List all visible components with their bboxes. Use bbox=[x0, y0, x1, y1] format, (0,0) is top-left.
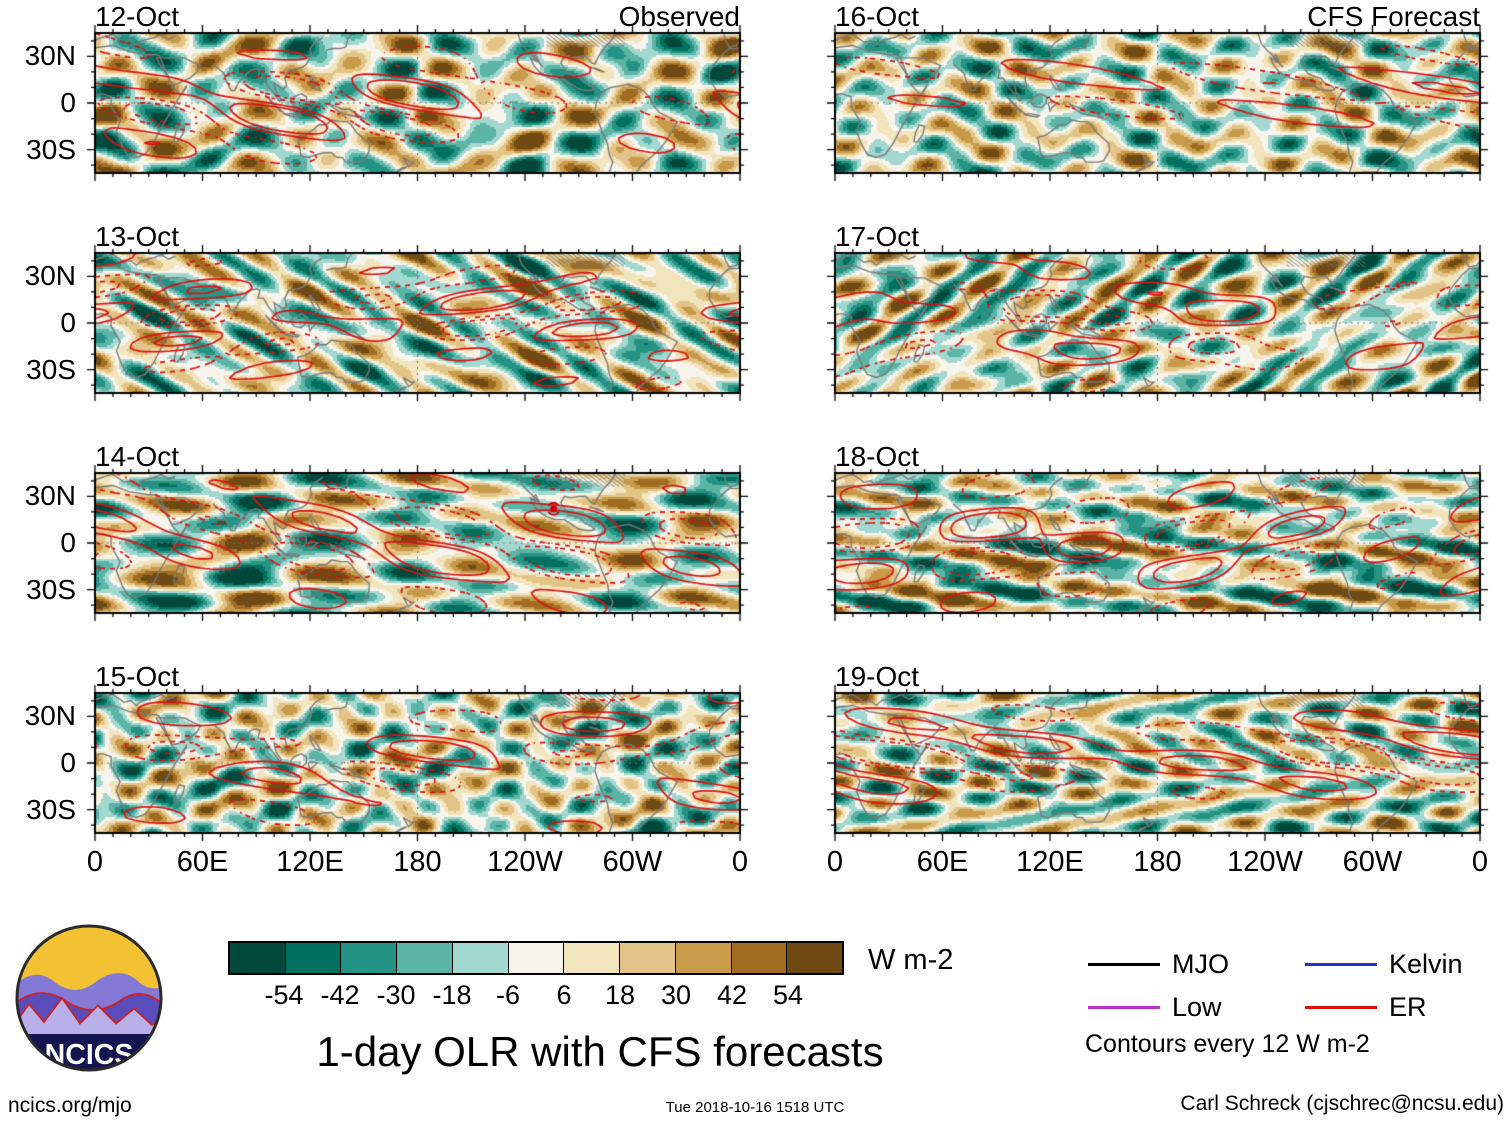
x-axis-labels: 0 60E 120E 180 120W 60W 0 bbox=[827, 846, 1488, 880]
colorbar-tick-label: 42 bbox=[716, 980, 748, 1010]
legend-line-low bbox=[1088, 1006, 1160, 1009]
colorbar-tick-label: 54 bbox=[772, 980, 804, 1010]
colorbar-unit: W m-2 bbox=[868, 944, 954, 976]
colorbar-tick-label: 6 bbox=[556, 980, 572, 1010]
map-canvas bbox=[85, 463, 750, 623]
y-tick-label: 0 bbox=[60, 307, 76, 338]
y-tick-label: 0 bbox=[60, 527, 76, 558]
x-tick-label: 0 bbox=[731, 846, 749, 878]
y-tick-label: 30S bbox=[26, 354, 76, 385]
map-panel-16oct: 16-Oct CFS Forecast bbox=[825, 1, 1490, 183]
colorbar-segment bbox=[731, 943, 788, 973]
map-canvas bbox=[825, 463, 1490, 623]
colorbar-tick-label: 18 bbox=[604, 980, 636, 1010]
colorbar-segment bbox=[675, 943, 732, 973]
y-tick-label: 30N bbox=[24, 700, 76, 731]
colorbar-segment bbox=[787, 943, 843, 973]
legend-label-mjo: MJO bbox=[1172, 949, 1229, 979]
x-tick-label: 0 bbox=[826, 846, 844, 878]
y-tick-label: 0 bbox=[60, 87, 76, 118]
map-panel-14oct: 14-Oct bbox=[85, 441, 750, 623]
map-panel-18oct: 18-Oct bbox=[825, 441, 1490, 623]
colorbar-segment bbox=[452, 943, 509, 973]
legend-label-kelvin: Kelvin bbox=[1389, 949, 1463, 979]
x-tick-label: 60E bbox=[176, 846, 229, 878]
colorbar-tick-label: -18 bbox=[432, 980, 472, 1010]
colorbar-segment bbox=[564, 943, 621, 973]
x-tick-label: 120W bbox=[1227, 846, 1303, 878]
x-tick-label: 120E bbox=[1016, 846, 1084, 878]
colorbar-tick-label: -30 bbox=[376, 980, 416, 1010]
map-canvas bbox=[85, 683, 750, 843]
y-axis-labels: 30N 0 30S bbox=[0, 253, 84, 393]
legend-label-er: ER bbox=[1389, 992, 1427, 1022]
legend-label-low: Low bbox=[1172, 992, 1222, 1022]
x-tick-label: 180 bbox=[1133, 846, 1182, 878]
author-credit: Carl Schreck (cjschrec@ncsu.edu) bbox=[1180, 1092, 1504, 1115]
figure-title: 1-day OLR with CFS forecasts bbox=[316, 1028, 884, 1075]
y-tick-label: 30S bbox=[26, 134, 76, 165]
colorbar-tick-label: 30 bbox=[660, 980, 692, 1010]
contour-interval-note: Contours every 12 W m-2 bbox=[1085, 1030, 1370, 1058]
x-tick-label: 60W bbox=[1342, 846, 1403, 878]
y-tick-label: 30S bbox=[26, 574, 76, 605]
y-axis-labels: 30N 0 30S bbox=[0, 33, 84, 173]
colorbar-tick-label: -42 bbox=[320, 980, 360, 1010]
x-tick-label: 60E bbox=[916, 846, 969, 878]
map-canvas bbox=[825, 683, 1490, 843]
colorbar-segment bbox=[620, 943, 676, 973]
map-canvas bbox=[825, 243, 1490, 403]
y-axis-labels: 30N 0 30S bbox=[0, 473, 84, 613]
map-panel-17oct: 17-Oct bbox=[825, 221, 1490, 403]
x-tick-label: 0 bbox=[1471, 846, 1489, 878]
generation-timestamp: Tue 2018-10-16 1518 UTC bbox=[665, 1099, 845, 1116]
colorbar-tick-label: -54 bbox=[264, 980, 304, 1010]
x-tick-label: 120E bbox=[276, 846, 344, 878]
y-axis-labels: 30N 0 30S bbox=[0, 693, 84, 833]
y-tick-label: 30N bbox=[24, 480, 76, 511]
y-tick-label: 30N bbox=[24, 260, 76, 291]
website-url: ncics.org/mjo bbox=[8, 1094, 132, 1117]
map-panel-13oct: 13-Oct bbox=[85, 221, 750, 403]
x-tick-label: 120W bbox=[487, 846, 563, 878]
map-canvas bbox=[825, 23, 1490, 183]
colorbar-labels: -54 -42 -30 -18 -6 6 18 30 42 54 bbox=[228, 980, 844, 1012]
map-panel-19oct: 19-Oct bbox=[825, 661, 1490, 843]
colorbar-segment bbox=[285, 943, 342, 973]
colorbar-segment bbox=[508, 943, 565, 973]
ncics-logo: NCICS bbox=[14, 923, 164, 1073]
y-tick-label: 30N bbox=[24, 40, 76, 71]
colorbar bbox=[228, 941, 844, 975]
x-tick-label: 60W bbox=[602, 846, 663, 878]
ncics-logo-text: NCICS bbox=[45, 1039, 134, 1071]
colorbar-tick-label: -6 bbox=[495, 980, 520, 1010]
colorbar-segment bbox=[341, 943, 398, 973]
map-canvas bbox=[85, 243, 750, 403]
colorbar-segment bbox=[397, 943, 453, 973]
map-panel-15oct: 15-Oct bbox=[85, 661, 750, 843]
map-canvas bbox=[85, 23, 750, 183]
x-tick-label: 180 bbox=[393, 846, 442, 878]
x-axis-labels: 0 60E 120E 180 120W 60W 0 bbox=[87, 846, 748, 880]
y-tick-label: 0 bbox=[60, 747, 76, 778]
legend-line-mjo bbox=[1088, 963, 1160, 966]
x-tick-label: 0 bbox=[86, 846, 104, 878]
colorbar-segment bbox=[230, 943, 286, 973]
map-panel-12oct: 12-Oct Observed bbox=[85, 1, 750, 183]
legend-line-kelvin bbox=[1305, 963, 1377, 966]
legend-line-er bbox=[1305, 1006, 1377, 1009]
ncics-logo-graphic: NCICS bbox=[15, 924, 163, 1072]
y-tick-label: 30S bbox=[26, 794, 76, 825]
